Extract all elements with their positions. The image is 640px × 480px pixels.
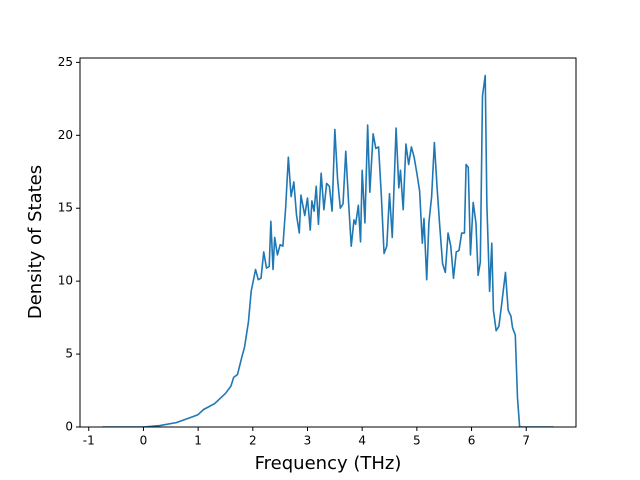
x-tick-label: 6	[468, 434, 476, 448]
y-tick-label: 25	[58, 55, 73, 69]
x-tick-label: -1	[83, 434, 95, 448]
y-tick-label: 20	[58, 128, 73, 142]
x-tick-label: 3	[304, 434, 312, 448]
y-tick-label: 0	[65, 420, 73, 434]
x-axis-label: Frequency (THz)	[255, 453, 402, 474]
x-tick-label: 0	[140, 434, 148, 448]
plot-frame	[79, 57, 577, 428]
y-axis-label: Density of States	[25, 165, 46, 319]
y-tick-label: 10	[58, 274, 73, 288]
x-tick-label: 7	[522, 434, 530, 448]
y-tick-label: 5	[65, 347, 73, 361]
line-series	[102, 74, 554, 427]
x-tick-label: 2	[249, 434, 257, 448]
x-tick-label: 1	[194, 434, 202, 448]
y-tick-label: 15	[58, 201, 73, 215]
x-tick-label: 4	[358, 434, 366, 448]
x-tick-label: 5	[413, 434, 421, 448]
